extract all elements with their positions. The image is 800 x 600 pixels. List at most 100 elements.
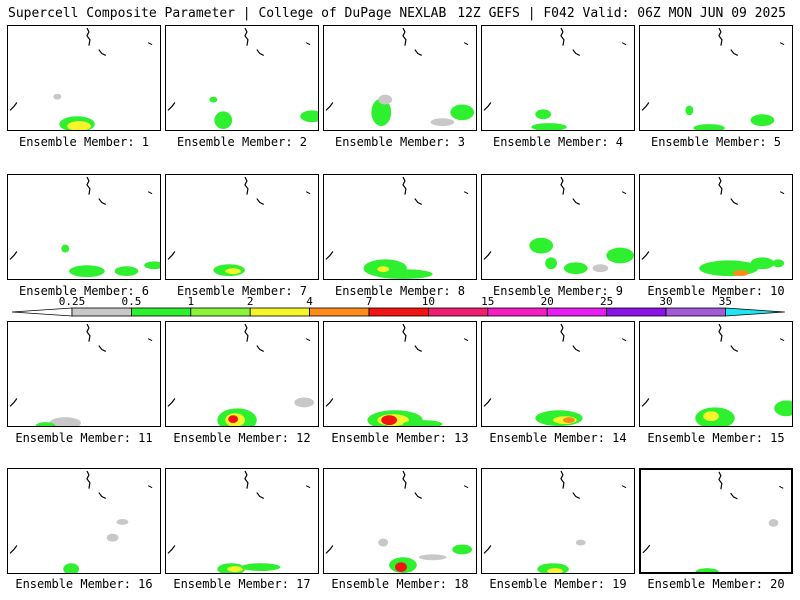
coastline-segment	[414, 198, 422, 205]
coastline-segment	[779, 191, 785, 195]
coastline-segment	[86, 470, 91, 489]
coastline-segment	[483, 398, 492, 407]
map-canvas	[483, 176, 634, 275]
coastline-segment	[730, 345, 738, 352]
coastline-segment	[718, 27, 723, 46]
coastline-segment	[483, 251, 492, 260]
ensemble-panel-13[interactable]	[323, 321, 477, 427]
ensemble-member-label: Ensemble Member: 8	[334, 284, 466, 298]
ensemble-panel-18[interactable]	[323, 468, 477, 574]
coastline-segment	[325, 545, 334, 554]
coastline-segment	[560, 176, 565, 195]
ensemble-panel-11[interactable]	[7, 321, 161, 427]
scp-contour-fill	[300, 110, 318, 123]
ensemble-panel-15[interactable]	[639, 321, 793, 427]
coastline-segment	[167, 398, 176, 407]
coastline-segment	[560, 27, 565, 46]
scp-contour-fill	[49, 417, 82, 426]
ensemble-panel-8[interactable]	[323, 174, 477, 280]
coastline-segment	[463, 191, 469, 195]
coastline-segment	[641, 102, 650, 111]
coastline-segment	[86, 176, 91, 195]
coastline-segment	[730, 198, 738, 205]
map-canvas	[9, 470, 153, 573]
colorbar-min-arrow	[11, 307, 73, 317]
colorbar-tick-label: 30	[659, 296, 672, 308]
coastline-segment	[463, 338, 469, 342]
ensemble-panel-6[interactable]	[7, 174, 161, 280]
colorbar-segment	[368, 307, 429, 317]
coastline-segment	[402, 470, 407, 489]
colorbar-tick-label: 20	[541, 296, 554, 308]
scp-contour-fill	[693, 124, 725, 130]
scp-contour-fill	[529, 237, 554, 254]
scp-contour-fill	[418, 554, 447, 561]
scp-contour-fill	[214, 111, 233, 130]
ensemble-member-label: Ensemble Member: 15	[647, 431, 785, 445]
colorbar-segment	[606, 307, 667, 317]
scp-contour-fill	[750, 114, 775, 127]
scp-contour-fill	[227, 566, 243, 573]
ensemble-panel-17[interactable]	[165, 468, 319, 574]
scp-contour-fill	[547, 568, 563, 573]
coastline-segment	[147, 191, 153, 195]
scp-contour-fill	[732, 270, 749, 277]
coastline-segment	[621, 485, 627, 489]
coastline-segment	[9, 398, 18, 407]
map-canvas	[167, 323, 315, 426]
scp-contour-fill	[535, 109, 552, 120]
scp-contour-fill	[592, 264, 609, 273]
coastline-segment	[244, 323, 249, 342]
map-canvas	[641, 27, 785, 130]
coastline-segment	[483, 102, 492, 111]
ensemble-member-label: Ensemble Member: 19	[489, 577, 627, 591]
coastline-segment	[9, 545, 18, 554]
coastline-segment	[621, 338, 627, 342]
ensemble-member-label: Ensemble Member: 1	[18, 135, 150, 149]
ensemble-member-label: Ensemble Member: 5	[650, 135, 782, 149]
coastline-segment	[98, 198, 106, 205]
colorbar-tick-label: 15	[481, 296, 494, 308]
coastline-segment	[147, 42, 153, 46]
ensemble-panel-5[interactable]	[639, 25, 793, 131]
ensemble-panel-20[interactable]	[639, 468, 793, 574]
coastline-segment	[86, 27, 91, 46]
map-canvas	[9, 176, 160, 278]
scp-contour-fill	[531, 123, 567, 130]
map-canvas	[9, 323, 153, 426]
ensemble-panel-14[interactable]	[481, 321, 635, 427]
scp-contour-fill	[294, 397, 315, 408]
scp-contour-fill	[228, 415, 239, 424]
ensemble-member-label: Ensemble Member: 4	[492, 135, 624, 149]
coastline-segment	[305, 485, 311, 489]
scp-contour-fill	[685, 105, 694, 116]
ensemble-member-label: Ensemble Member: 10	[647, 284, 785, 298]
scp-contour-fill	[606, 247, 634, 264]
coastline-segment	[572, 49, 580, 56]
colorbar-tick-label: 7	[366, 296, 373, 308]
ensemble-panel-3[interactable]	[323, 25, 477, 131]
colorbar-max-arrow	[725, 307, 785, 317]
ensemble-member-label: Ensemble Member: 20	[647, 577, 785, 591]
coastline-segment	[244, 176, 249, 195]
ensemble-panel-12[interactable]	[165, 321, 319, 427]
ensemble-panel-4[interactable]	[481, 25, 635, 131]
ensemble-panel-7[interactable]	[165, 174, 319, 280]
colorbar-tick-label: 10	[422, 296, 435, 308]
map-canvas	[325, 27, 475, 127]
coastline-segment	[718, 176, 723, 195]
map-canvas	[325, 323, 469, 426]
ensemble-panel-2[interactable]	[165, 25, 319, 131]
ensemble-panel-9[interactable]	[481, 174, 635, 280]
scp-contour-fill	[695, 568, 719, 572]
coastline-segment	[167, 545, 176, 554]
ensemble-panel-19[interactable]	[481, 468, 635, 574]
ensemble-member-label: Ensemble Member: 17	[173, 577, 311, 591]
ensemble-panel-1[interactable]	[7, 25, 161, 131]
ensemble-panel-16[interactable]	[7, 468, 161, 574]
coastline-segment	[305, 42, 311, 46]
scp-contour-fill	[377, 266, 390, 273]
coastline-segment	[167, 251, 176, 260]
ensemble-panel-10[interactable]	[639, 174, 793, 280]
ensemble-member-label: Ensemble Member: 18	[331, 577, 469, 591]
